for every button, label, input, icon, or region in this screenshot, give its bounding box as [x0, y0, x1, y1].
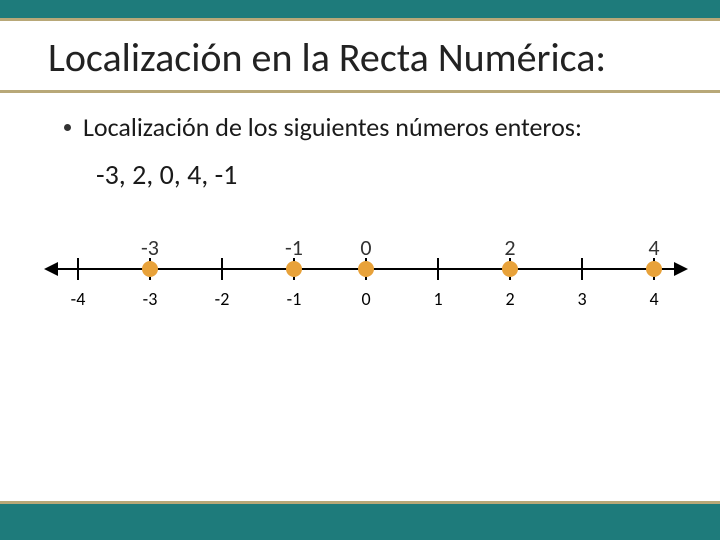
tick-mark [77, 258, 79, 280]
tick-label: 0 [361, 288, 370, 310]
tick-label: -1 [287, 288, 302, 310]
point-label: -3 [141, 234, 159, 261]
tick-mark [581, 258, 583, 280]
point-label: 2 [504, 234, 515, 261]
tick-label: 3 [577, 288, 586, 310]
tick-label: -3 [143, 288, 158, 310]
numbers-list: -3, 2, 0, 4, -1 [64, 157, 672, 192]
bottom-frame-bar [0, 504, 720, 540]
plotted-point [646, 261, 662, 277]
tick-label: -2 [215, 288, 230, 310]
point-label: -1 [285, 234, 303, 261]
subtitle-text: Localización de los siguientes números e… [83, 111, 582, 143]
tick-mark [437, 258, 439, 280]
plotted-point [502, 261, 518, 277]
page-title: Localización en la Recta Numérica: [0, 21, 720, 90]
tick-label: 4 [649, 288, 658, 310]
bullet-icon [64, 124, 71, 131]
point-label: 4 [648, 234, 659, 261]
bullet-row: Localización de los siguientes números e… [64, 111, 672, 143]
plotted-point [286, 261, 302, 277]
tick-mark [221, 258, 223, 280]
tick-label: 2 [505, 288, 514, 310]
tick-label: -4 [71, 288, 86, 310]
plotted-point [142, 261, 158, 277]
number-line: -4 -3 -2 -1 0 1 2 3 4 -3 -1 0 2 4 [46, 234, 686, 324]
tick-label: 1 [433, 288, 442, 310]
arrow-right-icon [674, 262, 688, 276]
plotted-point [358, 261, 374, 277]
content-area: Localización de los siguientes números e… [0, 93, 720, 324]
top-frame-bar [0, 0, 720, 18]
point-label: 0 [360, 234, 371, 261]
